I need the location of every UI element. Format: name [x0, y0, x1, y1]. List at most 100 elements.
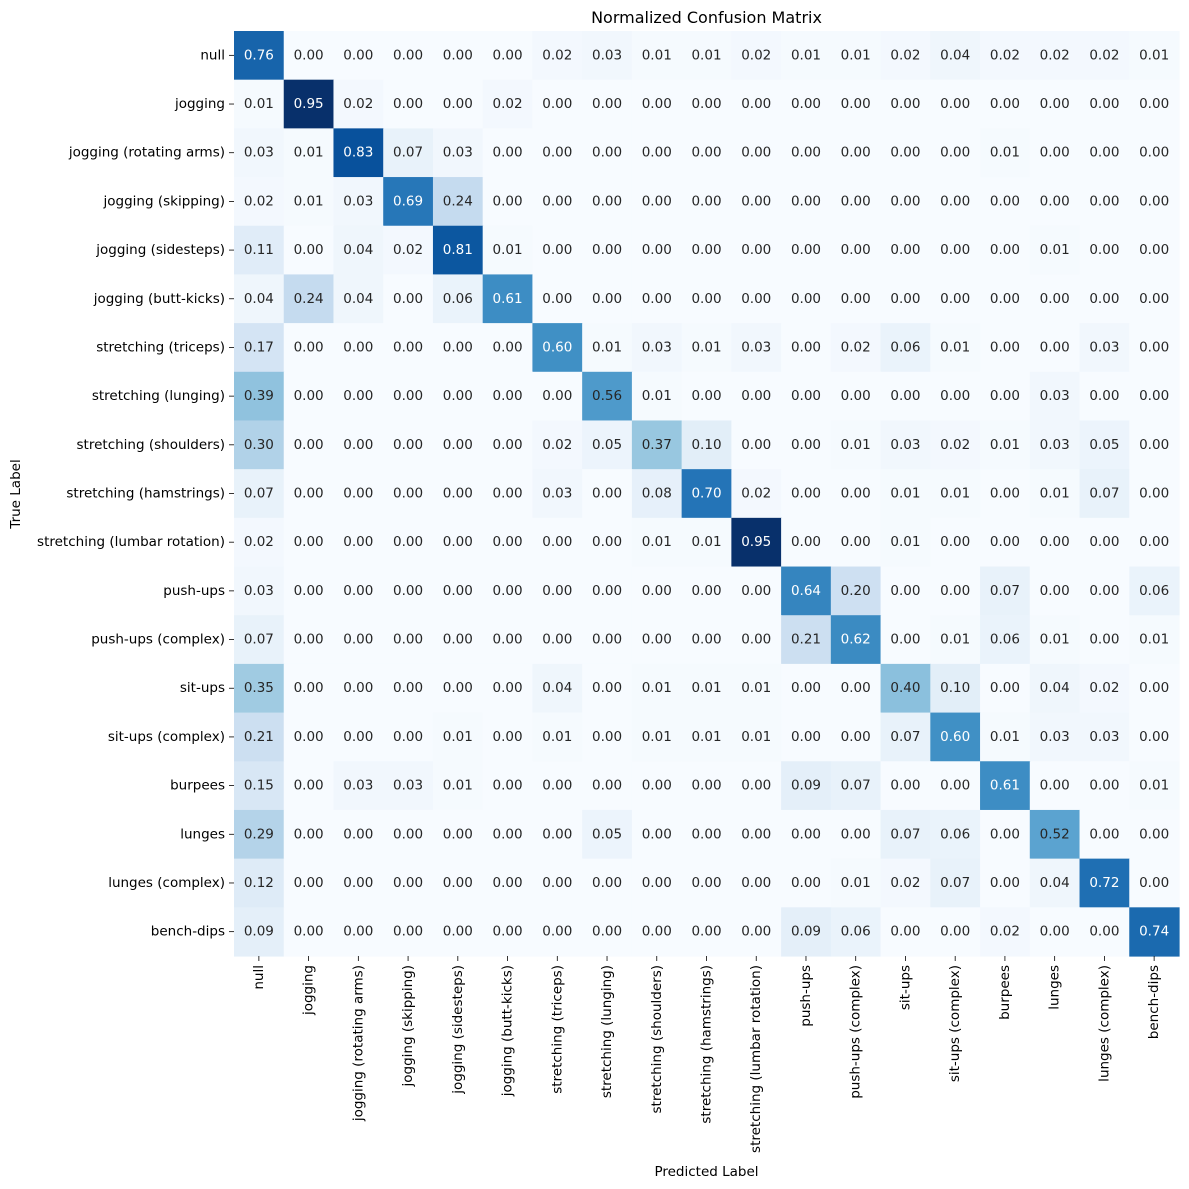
heatmap-cell-r5-c17: [1079, 274, 1130, 324]
cell-value-r18-c3: 0.00: [393, 924, 423, 940]
heatmap-cell-r14-c3: [383, 712, 434, 762]
heatmap-cell-r4-c14: [930, 225, 981, 276]
cell-value-r15-c0: 0.15: [244, 778, 274, 794]
heatmap-cell-r15-c12: [830, 761, 882, 811]
cell-value-r2-c15: 0.01: [990, 145, 1020, 161]
cell-value-r5-c15: 0.00: [990, 291, 1020, 307]
cell-value-r14-c0: 0.21: [244, 729, 274, 745]
heatmap-cell-r17-c17: [1079, 858, 1130, 908]
heatmap-cell-r16-c10: [731, 809, 782, 860]
cell-value-r3-c16: 0.00: [1040, 193, 1070, 209]
cell-value-r13-c15: 0.00: [990, 680, 1020, 696]
heatmap-cell-r4-c13: [880, 225, 931, 276]
heatmap-cell-r18-c0: [234, 907, 285, 957]
heatmap-cell-r2-c8: [631, 128, 683, 178]
cell-value-r17-c14: 0.07: [940, 875, 970, 891]
cell-value-r9-c9: 0.70: [691, 486, 721, 502]
heatmap-cell-r11-c18: [1129, 566, 1180, 616]
heatmap-cell-r3-c1: [283, 177, 335, 227]
heatmap-cell-r8-c4: [432, 420, 484, 470]
cell-value-r11-c11: 0.64: [791, 583, 821, 599]
cell-value-r7-c14: 0.00: [940, 388, 970, 404]
heatmap-cell-r17-c18: [1129, 858, 1180, 908]
cell-value-r7-c11: 0.00: [791, 388, 821, 404]
cell-value-r17-c4: 0.00: [443, 875, 473, 891]
heatmap-cell-r1-c8: [631, 79, 683, 129]
cell-value-r0-c4: 0.00: [443, 47, 473, 63]
x-tick-label-0: null: [251, 965, 267, 990]
heatmap-cell-r12-c5: [482, 615, 534, 665]
cell-value-r16-c10: 0.00: [741, 826, 771, 842]
heatmap-cell-r16-c4: [432, 809, 484, 860]
cell-value-r9-c13: 0.01: [890, 486, 920, 502]
cell-value-r17-c1: 0.00: [294, 875, 324, 891]
heatmap-cell-r5-c9: [681, 274, 732, 324]
cell-value-r18-c4: 0.00: [443, 924, 473, 940]
cell-value-r0-c9: 0.01: [691, 47, 721, 63]
heatmap-cell-r16-c14: [930, 809, 981, 860]
cell-value-r4-c11: 0.00: [791, 242, 821, 258]
cell-value-r12-c2: 0.00: [343, 632, 373, 648]
heatmap-cell-r18-c2: [333, 907, 384, 957]
cell-value-r5-c13: 0.00: [890, 291, 920, 307]
heatmap-cell-r11-c3: [383, 566, 434, 616]
cell-value-r1-c18: 0.00: [1139, 96, 1169, 112]
cell-value-r12-c10: 0.00: [741, 632, 771, 648]
heatmap-cell-r17-c15: [980, 858, 1031, 908]
heatmap-cell-r6-c0: [234, 323, 285, 373]
cell-value-r0-c2: 0.00: [343, 47, 373, 63]
cell-value-r9-c12: 0.00: [841, 486, 871, 502]
heatmap-cell-r7-c15: [980, 371, 1031, 422]
cell-value-r16-c2: 0.00: [343, 826, 373, 842]
cell-value-r11-c5: 0.00: [493, 583, 523, 599]
heatmap-cell-r1-c2: [333, 79, 384, 129]
cell-value-r0-c3: 0.00: [393, 47, 423, 63]
heatmap-cell-r2-c0: [234, 128, 285, 178]
cell-value-r15-c8: 0.00: [642, 778, 672, 794]
heatmap-cell-r11-c17: [1079, 566, 1130, 616]
heatmap-cell-r15-c10: [731, 761, 782, 811]
cell-value-r18-c13: 0.00: [890, 924, 920, 940]
cell-value-r14-c9: 0.01: [691, 729, 721, 745]
heatmap-cell-r9-c15: [980, 469, 1031, 519]
heatmap-cell-r8-c10: [731, 420, 782, 470]
heatmap-cell-r4-c8: [631, 225, 683, 276]
heatmap-cell-r7-c16: [1029, 371, 1081, 422]
cell-value-r4-c4: 0.81: [443, 242, 473, 258]
heatmap-cell-r5-c18: [1129, 274, 1180, 324]
cell-value-r16-c15: 0.00: [990, 826, 1020, 842]
cell-value-r13-c14: 0.10: [940, 680, 970, 696]
heatmap-cell-r3-c2: [333, 177, 384, 227]
heatmap-cell-r12-c6: [532, 615, 583, 665]
heatmap-cell-r1-c17: [1079, 79, 1130, 129]
cell-value-r0-c14: 0.04: [940, 47, 970, 63]
heatmap-cell-r4-c6: [532, 225, 583, 276]
cell-value-r0-c10: 0.02: [741, 47, 771, 63]
heatmap-cell-r14-c11: [781, 712, 832, 762]
heatmap-cell-r8-c8: [631, 420, 683, 470]
cell-value-r9-c14: 0.01: [940, 486, 970, 502]
cell-value-r13-c12: 0.00: [841, 680, 871, 696]
cell-value-r16-c18: 0.00: [1139, 826, 1169, 842]
cell-value-r6-c15: 0.00: [990, 339, 1020, 355]
heatmap-cell-r12-c8: [631, 615, 683, 665]
heatmap-cell-r10-c7: [582, 517, 633, 568]
heatmap-cell-r13-c15: [980, 663, 1031, 714]
cell-value-r5-c16: 0.00: [1040, 291, 1070, 307]
heatmap-cell-r9-c3: [383, 469, 434, 519]
x-tick-label-2: jogging (rotating arms): [350, 965, 366, 1122]
cell-value-r13-c4: 0.00: [443, 680, 473, 696]
cell-value-r12-c11: 0.21: [791, 632, 821, 648]
heatmap-cell-r13-c16: [1029, 663, 1081, 714]
x-tick-label-14: sit-ups (complex): [947, 965, 963, 1082]
heatmap-cell-r5-c5: [482, 274, 534, 324]
heatmap-cell-r10-c11: [781, 517, 832, 568]
cell-value-r3-c6: 0.00: [542, 193, 572, 209]
heatmap-cell-r10-c5: [482, 517, 534, 568]
heatmap-cell-r2-c15: [980, 128, 1031, 178]
cell-value-r13-c7: 0.00: [592, 680, 622, 696]
heatmap-cell-r5-c3: [383, 274, 434, 324]
heatmap-cell-r3-c8: [631, 177, 683, 227]
heatmap-cell-r12-c15: [980, 615, 1031, 665]
